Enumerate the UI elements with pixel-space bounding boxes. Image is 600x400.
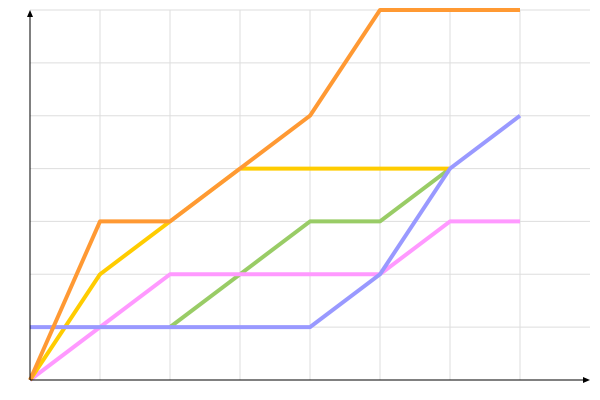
grid (30, 9, 590, 380)
series-line-1 (28, 219, 520, 382)
series-line-0 (168, 166, 452, 329)
y-axis-arrow-icon (27, 10, 33, 17)
series-line-4 (28, 8, 520, 381)
x-axis-arrow-icon (583, 377, 590, 383)
series-line-3 (30, 114, 522, 330)
axes (27, 10, 590, 383)
series-group (28, 8, 522, 382)
